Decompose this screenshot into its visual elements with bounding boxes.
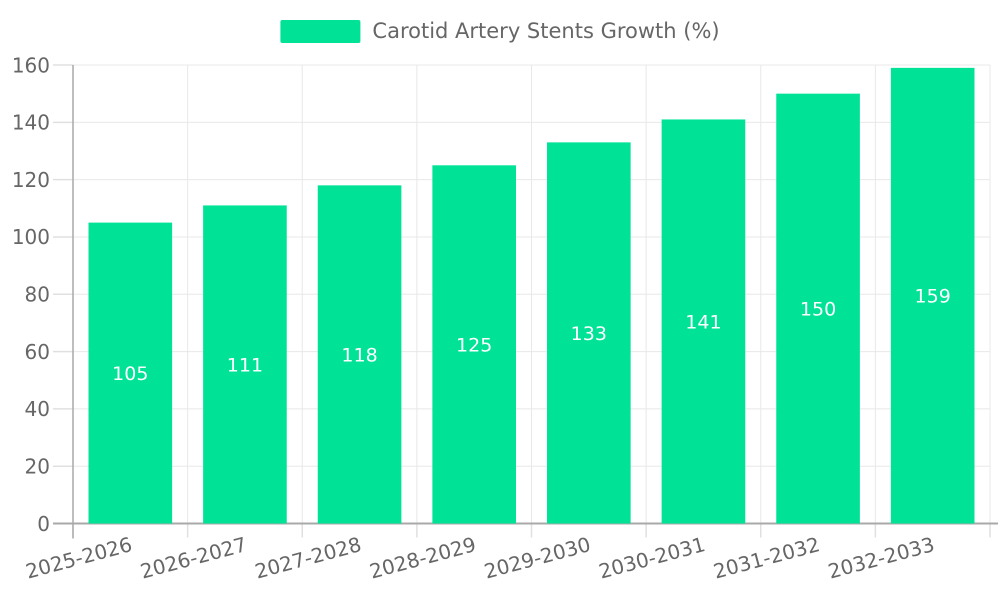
y-axis-label: 100 bbox=[12, 225, 50, 249]
bar-2028-2029[interactable] bbox=[432, 165, 516, 524]
bar-value-label: 133 bbox=[571, 323, 607, 345]
x-axis-label: 2026-2027 bbox=[138, 532, 250, 583]
y-axis-label: 40 bbox=[25, 397, 50, 421]
y-axis-label: 120 bbox=[12, 168, 50, 192]
y-axis-label: 80 bbox=[25, 283, 50, 307]
bar-value-label: 111 bbox=[227, 354, 263, 376]
bar-2029-2030[interactable] bbox=[547, 142, 631, 524]
bar-value-label: 150 bbox=[800, 299, 836, 321]
bar-value-label: 159 bbox=[915, 286, 951, 308]
chart-legend-item[interactable]: Carotid Artery Stents Growth (%) bbox=[280, 19, 720, 43]
bar-value-label: 105 bbox=[112, 363, 148, 385]
x-axis-label: 2029-2030 bbox=[482, 532, 594, 583]
bar-value-label: 141 bbox=[685, 311, 721, 333]
legend-series-label: Carotid Artery Stents Growth (%) bbox=[372, 19, 720, 43]
bar-2032-2033[interactable] bbox=[890, 67, 975, 524]
bar-value-label: 125 bbox=[456, 334, 492, 356]
y-axis-label: 60 bbox=[25, 340, 50, 364]
y-axis-label: 160 bbox=[12, 53, 50, 77]
x-axis-label: 2025-2026 bbox=[23, 532, 135, 583]
y-axis-label: 140 bbox=[12, 111, 50, 135]
legend-swatch bbox=[280, 20, 361, 43]
x-axis-label: 2031-2032 bbox=[711, 532, 823, 583]
x-axis-label: 2028-2029 bbox=[367, 532, 479, 583]
bar-2030-2031[interactable] bbox=[661, 119, 746, 524]
bar-2031-2032[interactable] bbox=[776, 93, 860, 524]
bar-2027-2028[interactable] bbox=[317, 185, 402, 524]
x-axis-label: 2032-2033 bbox=[825, 532, 937, 583]
x-axis-label: 2030-2031 bbox=[596, 532, 708, 583]
bar-2026-2027[interactable] bbox=[203, 205, 287, 524]
x-axis-label: 2027-2028 bbox=[252, 532, 364, 583]
bar-2025-2026[interactable] bbox=[88, 222, 173, 524]
y-axis-label: 20 bbox=[25, 454, 50, 478]
y-axis-label: 0 bbox=[37, 512, 50, 536]
bar-value-label: 118 bbox=[341, 344, 377, 366]
